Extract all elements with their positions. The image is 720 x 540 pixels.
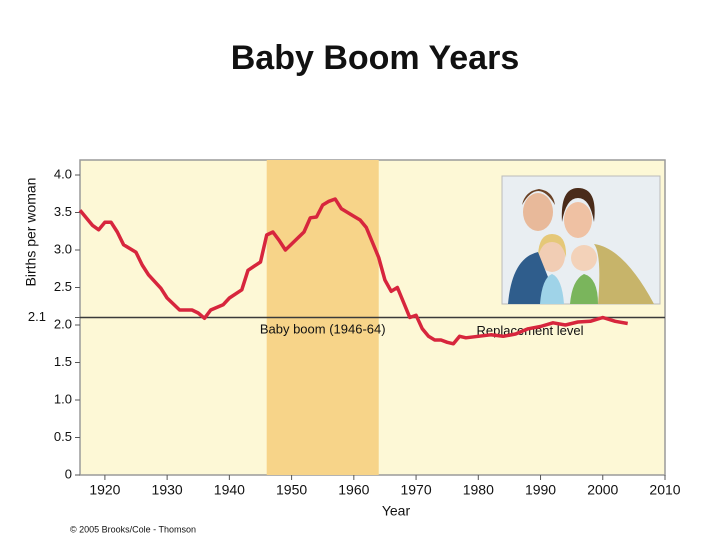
x-axis-label: Year	[382, 503, 411, 519]
x-tick-label: 1930	[152, 482, 183, 498]
data-layer: Baby boom (1946-64) Replacement level 0 0.5…	[28, 166, 681, 497]
y-tick-label: 0	[65, 466, 72, 481]
y-tick-label: 3.0	[54, 241, 72, 256]
hair	[561, 188, 595, 222]
data-line	[78, 197, 629, 346]
x-tick-label: 1920	[89, 482, 120, 498]
y-tick-label: 0.5	[54, 429, 72, 444]
face	[539, 240, 565, 272]
y-axis-label: Births per woman	[23, 178, 39, 287]
y-tick-label: 2.5	[54, 279, 72, 294]
shirt	[594, 244, 654, 304]
x-tick-label: 2000	[587, 482, 618, 498]
copyright: © 2005 Brooks/Cole - Thomson	[70, 524, 196, 534]
y-tick-label: 1.5	[54, 354, 72, 369]
face	[523, 193, 553, 231]
shirt	[570, 274, 598, 304]
hair	[538, 234, 567, 258]
hair	[522, 189, 555, 205]
face	[564, 202, 592, 238]
x-tick-label: 2010	[649, 482, 680, 498]
y-tick-label: 3.5	[54, 204, 72, 219]
replacement-label: Replacement level	[477, 323, 584, 338]
y-tick-label: 2.1	[28, 309, 46, 324]
face	[571, 245, 597, 271]
x-tick-label: 1970	[400, 482, 431, 498]
x-tick-label: 1940	[214, 482, 245, 498]
x-tick-label: 1990	[525, 482, 556, 498]
x-tick-label: 1980	[463, 482, 494, 498]
shirt	[540, 274, 564, 304]
y-tick-label: 4.0	[54, 166, 72, 181]
y-tick-label: 1.0	[54, 391, 72, 406]
x-tick-label: 1950	[276, 482, 307, 498]
y-tick-label: 2.0	[54, 316, 72, 331]
family-photo	[501, 175, 661, 305]
x-tick-label: 1960	[338, 482, 369, 498]
baby-boom-label: Baby boom (1946-64)	[260, 321, 386, 336]
chart-title: Baby Boom Years	[231, 39, 520, 77]
